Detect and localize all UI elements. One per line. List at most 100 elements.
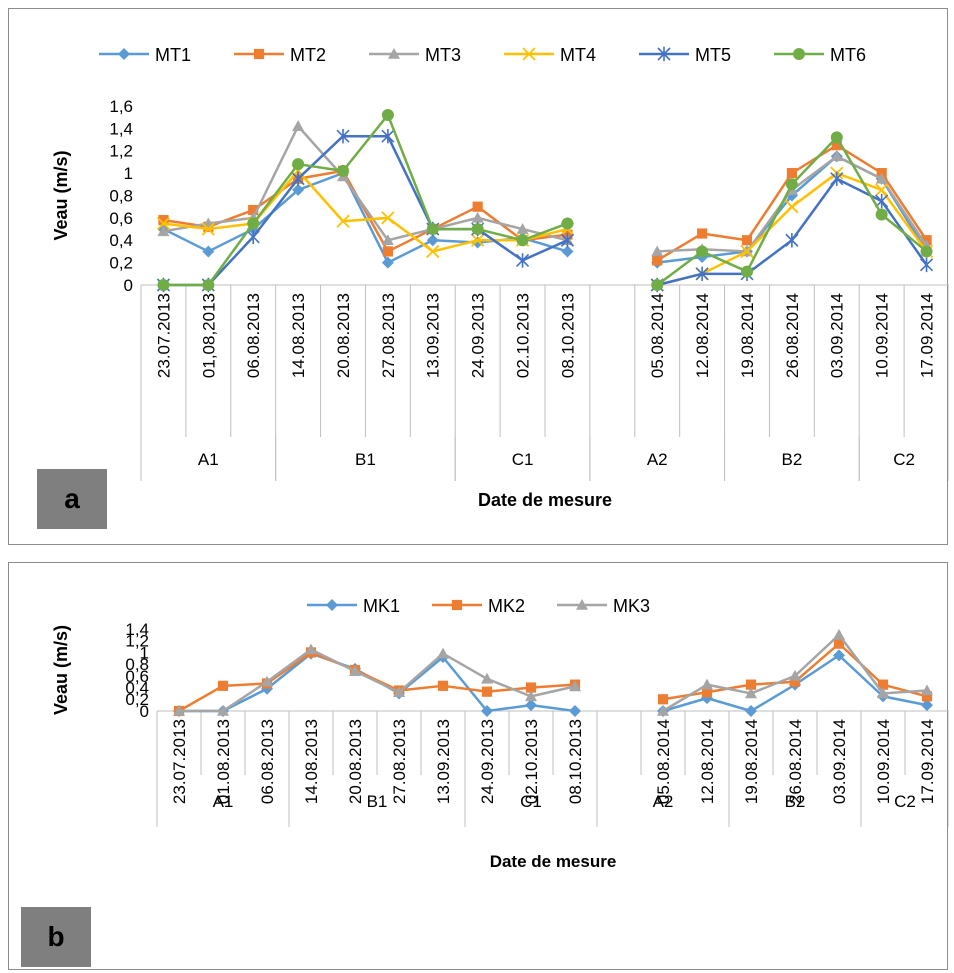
data-point-mt6 bbox=[785, 178, 798, 191]
legend-label-mt5: MT5 bbox=[695, 45, 731, 65]
x-tick-label: 14.08.2013 bbox=[302, 719, 321, 804]
data-point-mt2 bbox=[248, 204, 259, 216]
data-point-mk3 bbox=[525, 690, 537, 702]
data-point-mt6 bbox=[875, 208, 888, 221]
legend-item-mt4: MT4 bbox=[504, 45, 596, 65]
legend-label-mk2: MK2 bbox=[488, 596, 525, 616]
data-point-mt4 bbox=[336, 214, 350, 228]
x-tick-label: 27.08.2013 bbox=[390, 719, 409, 804]
x-tick-label: 03.09.2014 bbox=[828, 293, 847, 378]
data-point-mt5 bbox=[336, 129, 350, 144]
data-point-mt1 bbox=[292, 183, 305, 196]
legend-marker-mk1 bbox=[326, 599, 338, 611]
data-point-mk2 bbox=[833, 638, 845, 649]
data-point-mk2 bbox=[877, 679, 889, 690]
series-line-mt5 bbox=[163, 134, 568, 287]
data-point-mt3 bbox=[381, 234, 394, 246]
x-tick-label: 05.08.2014 bbox=[648, 293, 667, 378]
y-tick-label: 0,2 bbox=[125, 690, 149, 709]
legend-item-mk3: MK3 bbox=[557, 596, 650, 616]
x-tick-label: 13.09.2013 bbox=[424, 293, 443, 378]
group-label-c1: C1 bbox=[520, 792, 542, 811]
x-tick-label: 17.09.2014 bbox=[918, 719, 937, 804]
series-line-mt6 bbox=[163, 113, 568, 287]
chart-b-x-axis-title: Date de mesure bbox=[490, 852, 617, 871]
data-point-mk3 bbox=[437, 647, 449, 659]
chart-a-y-axis-title: Veau (m/s) bbox=[51, 150, 71, 240]
x-tick-label: 02.10.2013 bbox=[514, 293, 533, 378]
data-point-mt6 bbox=[561, 217, 574, 230]
chart-b-svg: MK1 MK2 MK3 Veau (m/s) 00,20,40,60,811,21,4 2… bbox=[51, 596, 949, 871]
data-point-mt6 bbox=[471, 223, 484, 236]
legend-label-mk3: MK3 bbox=[613, 596, 650, 616]
y-tick-label: 0 bbox=[140, 702, 149, 721]
data-point-mt3 bbox=[651, 245, 664, 257]
data-point-mt2 bbox=[382, 246, 393, 257]
chart-b-group-labels: A1 B1 C1 A2 B2 C2 bbox=[156, 775, 949, 827]
y-tick-label: 0,8 bbox=[109, 186, 133, 205]
x-tick-label: 03.09.2014 bbox=[830, 719, 849, 804]
data-point-mk3 bbox=[833, 628, 845, 640]
chart-a-group-labels: A1 B1 C1 A2 B2 C2 bbox=[140, 437, 949, 481]
chart-a-legend: MT1 MT2 MT3 MT4 MT5 MT6 bbox=[99, 45, 866, 65]
y-tick-label: 0,2 bbox=[109, 254, 133, 273]
legend-marker-mt2 bbox=[253, 48, 265, 60]
data-point-mk1 bbox=[569, 705, 581, 717]
x-tick-label: 01.08.2013 bbox=[214, 719, 233, 804]
legend-label-mt1: MT1 bbox=[155, 45, 191, 65]
legend-marker-mt4 bbox=[522, 47, 536, 61]
data-point-mk3 bbox=[877, 687, 889, 699]
x-tick-label: 08.10.2013 bbox=[558, 293, 577, 378]
data-point-mt5 bbox=[919, 257, 934, 273]
x-tick-label: 12.08.2014 bbox=[693, 293, 712, 378]
chart-b-legend: MK1 MK2 MK3 bbox=[307, 596, 650, 616]
panel-label-a: a bbox=[37, 469, 107, 529]
data-point-mt3 bbox=[516, 223, 529, 234]
series-mk1 bbox=[173, 647, 933, 717]
data-point-mk3 bbox=[481, 672, 493, 684]
x-tick-label: 23.07.2013 bbox=[170, 719, 189, 804]
data-point-mk3 bbox=[173, 705, 185, 716]
data-point-mt6 bbox=[426, 223, 439, 236]
panel-label-b: b bbox=[21, 907, 91, 967]
data-point-mt2 bbox=[158, 215, 169, 226]
data-point-mt1 bbox=[561, 245, 574, 258]
data-point-mt4 bbox=[426, 244, 440, 259]
x-tick-label: 26.08.2014 bbox=[783, 293, 802, 378]
data-point-mk1 bbox=[525, 699, 537, 712]
y-tick-label: 0,8 bbox=[125, 655, 149, 674]
data-point-mt4 bbox=[201, 222, 215, 236]
legend-label-mt4: MT4 bbox=[560, 45, 596, 65]
data-point-mt2 bbox=[652, 255, 663, 266]
data-point-mk3 bbox=[569, 680, 581, 692]
chart-panel-a: MT1 MT2 MT3 MT4 MT5 MT6 Veau (m/s) 0 0,2 0,4 0,6 0,… bbox=[8, 8, 949, 545]
data-point-mt5 bbox=[381, 129, 395, 144]
x-tick-label: 10.09.2014 bbox=[874, 719, 893, 804]
group-label-a2: A2 bbox=[647, 450, 668, 469]
y-tick-label: 1 bbox=[124, 164, 133, 183]
x-tick-label: 19.08.2014 bbox=[738, 293, 757, 378]
chart-a-svg: MT1 MT2 MT3 MT4 MT5 MT6 Veau (m/s) 0 0,2 0,4 0,6 0,… bbox=[51, 45, 949, 510]
data-point-mk3 bbox=[789, 669, 801, 681]
data-point-mt6 bbox=[516, 234, 529, 247]
x-tick-label: 27.08.2013 bbox=[379, 293, 398, 378]
chart-b-x-categories: 23.07.2013 01.08.2013 06.08.2013 14.08.2013… bbox=[156, 711, 949, 804]
data-point-mk2 bbox=[525, 682, 537, 693]
series-mt6 bbox=[157, 108, 933, 291]
legend-marker-mt6 bbox=[793, 48, 805, 60]
data-point-mk3 bbox=[349, 665, 361, 676]
legend-item-mk2: MK2 bbox=[432, 596, 525, 616]
legend-item-mt3: MT3 bbox=[369, 45, 461, 65]
data-point-mt3 bbox=[157, 225, 170, 237]
data-point-mt6 bbox=[381, 108, 394, 121]
series-line-mt3 bbox=[163, 124, 568, 242]
data-point-mk3 bbox=[921, 684, 933, 696]
y-tick-label: 0,4 bbox=[109, 231, 133, 250]
legend-item-mt5: MT5 bbox=[639, 45, 731, 65]
data-point-mk1 bbox=[921, 699, 933, 712]
y-tick-label: 0 bbox=[124, 276, 133, 295]
data-point-mt4 bbox=[471, 233, 485, 247]
y-tick-label: 1 bbox=[140, 643, 149, 662]
data-point-mt4 bbox=[785, 200, 799, 214]
legend-item-mt2: MT2 bbox=[234, 45, 326, 65]
